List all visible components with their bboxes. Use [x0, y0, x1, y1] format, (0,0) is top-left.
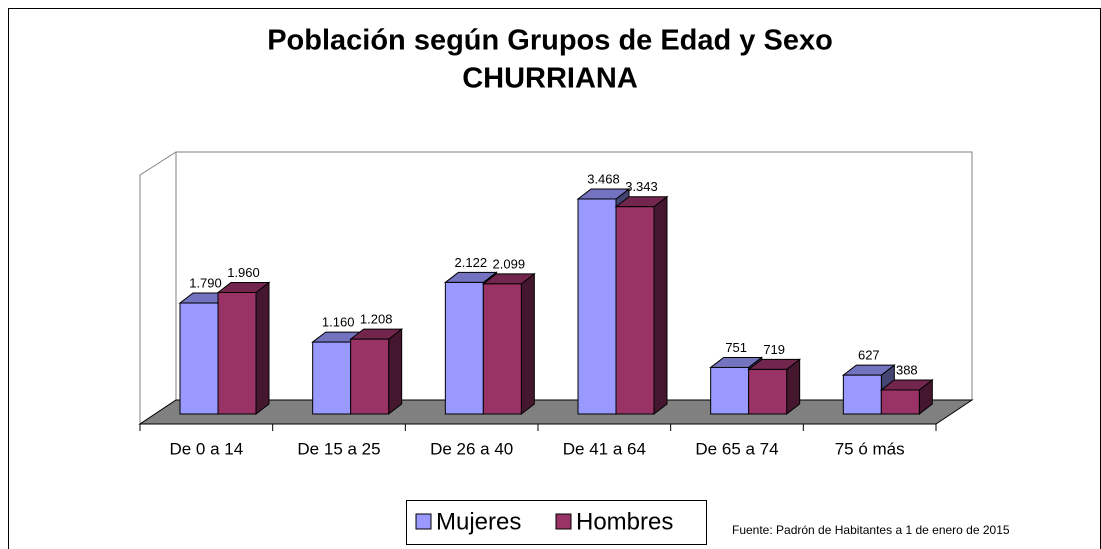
bar [748, 368, 788, 415]
value-label: 1.960 [227, 265, 260, 280]
side-wall [139, 151, 177, 425]
bar [880, 389, 920, 415]
bar-side [388, 328, 403, 416]
value-label: 3.343 [625, 179, 658, 194]
chart-title: Población según Grupos de Edad y Sexo [267, 25, 833, 57]
value-label: 627 [858, 348, 880, 363]
bar [179, 302, 219, 415]
chart-title: CHURRIANA [462, 63, 638, 95]
value-label: 1.790 [189, 275, 222, 290]
x-tick-label: De 26 a 40 [430, 439, 513, 458]
back-wall [175, 151, 973, 401]
x-tick-label: De 65 a 74 [695, 439, 778, 458]
x-tick-label: De 15 a 25 [297, 439, 380, 458]
value-label: 388 [896, 362, 918, 377]
bar-side [520, 272, 535, 416]
bar [577, 198, 617, 415]
value-label: 1.160 [322, 315, 355, 330]
legend-swatch [555, 513, 572, 530]
bar [350, 338, 390, 415]
x-tick-label: De 0 a 14 [169, 439, 243, 458]
x-tick-label: 75 ó más [835, 439, 905, 458]
value-label: 2.099 [493, 256, 526, 271]
bar [842, 374, 882, 415]
bar [217, 291, 257, 415]
bar-side [255, 281, 270, 416]
legend-swatch [415, 513, 432, 530]
bar [615, 206, 655, 415]
bar [444, 281, 484, 415]
value-label: 751 [725, 340, 747, 355]
legend-label: Hombres [576, 508, 673, 535]
source-note: Fuente: Padrón de Habitantes a 1 de ener… [732, 523, 1010, 537]
bar-side [653, 195, 668, 416]
value-label: 3.468 [587, 171, 620, 186]
legend-label: Mujeres [436, 508, 521, 535]
value-label: 2.122 [455, 255, 488, 270]
value-label: 719 [763, 342, 785, 357]
x-tick-label: De 41 a 64 [563, 439, 646, 458]
bar [710, 366, 750, 415]
bar [482, 283, 522, 415]
bar [312, 341, 352, 415]
value-label: 1.208 [360, 312, 393, 327]
